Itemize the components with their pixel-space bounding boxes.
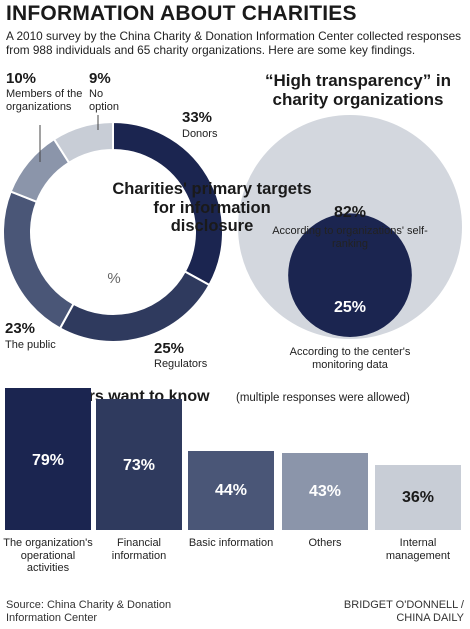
- donut-unit-label: %: [107, 270, 121, 287]
- transparency-label-self: According to organizations' self-ranking: [272, 225, 428, 250]
- bar-value-label: 43%: [308, 483, 342, 501]
- bar-category-label: The organization's operational activitie…: [3, 537, 93, 574]
- bar-4: [282, 453, 368, 530]
- slice-label-regulators: Regulators: [154, 358, 208, 370]
- intro-text: A 2010 survey by the China Charity & Don…: [6, 29, 462, 57]
- transparency-value-self: 82%: [333, 204, 367, 221]
- slice-label-donors: Donors: [182, 128, 218, 140]
- bar-category-label: Others: [308, 537, 342, 549]
- bar-value-label: 73%: [122, 457, 156, 475]
- slice-label-members: Members of the organizations: [6, 88, 83, 113]
- bar-3: [188, 451, 274, 530]
- transparency-circle-monitoring: [288, 213, 412, 337]
- donut-slice-public: [2, 190, 75, 330]
- transparency-title: “High transparency” in charity organizat…: [264, 71, 452, 109]
- page-title: INFORMATION ABOUT CHARITIES: [6, 2, 357, 25]
- bar-chart-subtitle: (multiple responses were allowed): [236, 392, 410, 404]
- transparency-value-monitoring: 25%: [333, 299, 367, 316]
- donut-slice-regulators: [58, 270, 211, 343]
- bar-category-label: Basic information: [188, 537, 274, 549]
- bar-2: [96, 399, 182, 530]
- slice-value-public: 23%: [5, 320, 36, 337]
- slice-value-members: 10%: [6, 70, 37, 87]
- donut-center-title: Charities' primary targets for informati…: [112, 180, 312, 235]
- bar-5: [375, 465, 461, 530]
- transparency-label-monitoring: According to the center's monitoring dat…: [289, 346, 411, 371]
- credit-note: BRIDGET O'DONNELL / CHINA DAILY: [343, 599, 464, 624]
- bar-value-label: 36%: [401, 488, 435, 506]
- slice-value-regulators: 25%: [154, 340, 185, 357]
- bar-1: [5, 388, 91, 530]
- slice-value-no-option: 9%: [89, 70, 111, 87]
- bar-category-label: Financial information: [111, 537, 167, 562]
- donut-slice-no-option: [52, 120, 114, 165]
- bar-value-label: 44%: [214, 482, 248, 500]
- slice-label-no-option: No option: [89, 88, 119, 113]
- slice-value-donors: 33%: [182, 109, 213, 126]
- source-note: Source: China Charity & Donation Informa…: [6, 599, 172, 624]
- bar-value-label: 79%: [31, 451, 65, 469]
- bar-category-label: Internal management: [385, 537, 451, 562]
- slice-label-public: The public: [5, 339, 56, 351]
